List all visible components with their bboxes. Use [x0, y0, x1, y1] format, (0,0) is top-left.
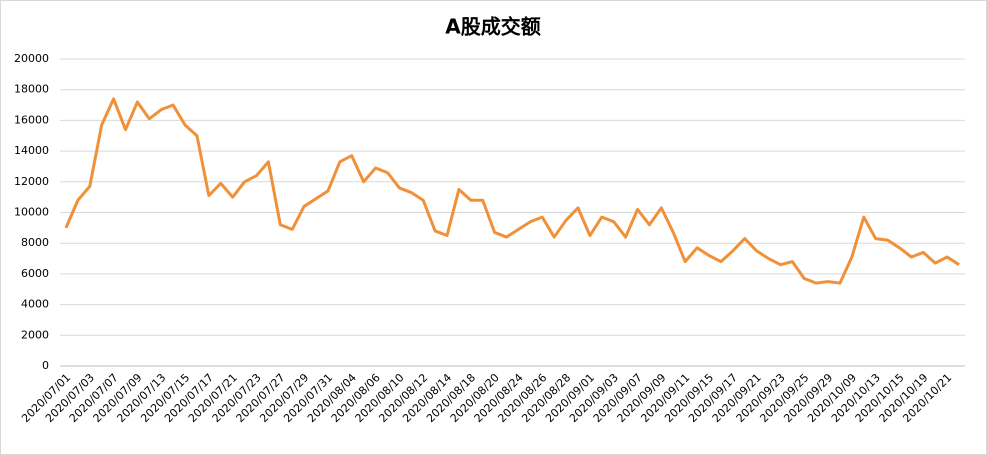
y-tick-label: 20000: [14, 52, 49, 65]
y-tick-label: 6000: [21, 267, 49, 280]
y-tick-label: 14000: [14, 144, 49, 157]
data-line: [64, 97, 960, 285]
y-tick-label: 0: [42, 359, 49, 372]
y-tick-label: 4000: [21, 298, 49, 311]
y-tick-label: 16000: [14, 113, 49, 126]
y-tick-label: 8000: [21, 236, 49, 249]
y-tick-label: 10000: [14, 206, 49, 219]
y-tick-label: 2000: [21, 328, 49, 341]
chart-title: A股成交额: [445, 15, 540, 39]
y-tick-label: 12000: [14, 175, 49, 188]
y-tick-label: 18000: [14, 83, 49, 96]
